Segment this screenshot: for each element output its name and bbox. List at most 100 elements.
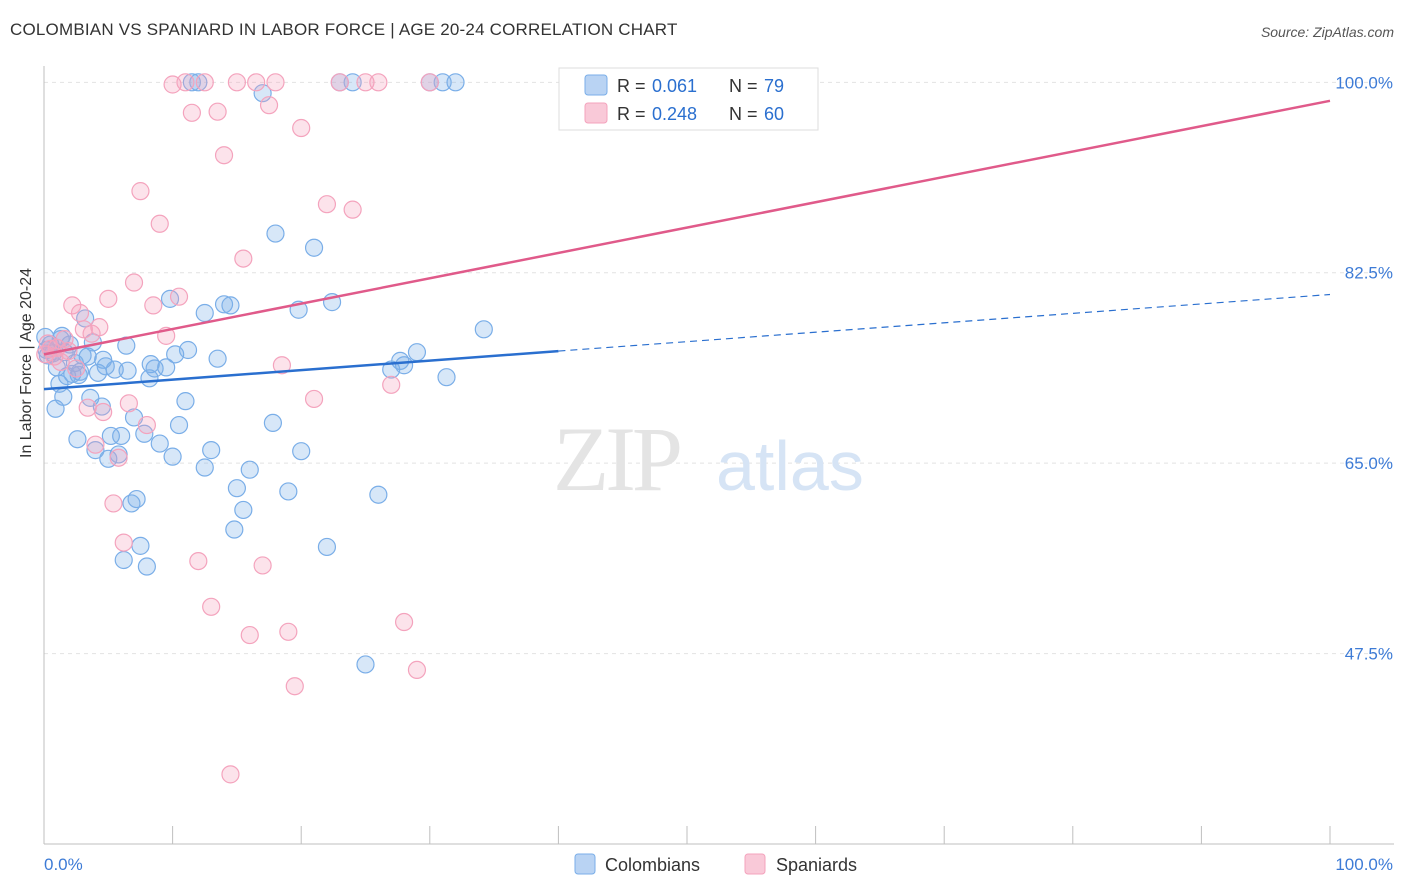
colombians-trend-line	[43, 349, 559, 391]
data-point	[169, 415, 189, 435]
colombians-n-label: N =	[729, 76, 758, 96]
stats-legend: R = 0.061 N = 79 R = 0.248 N = 60	[558, 67, 819, 131]
legend-spaniards-label: Spaniards	[776, 855, 857, 875]
spaniards-n-label: N =	[729, 104, 758, 124]
data-point	[202, 597, 221, 616]
data-point	[317, 195, 337, 214]
data-point	[263, 413, 283, 433]
data-point	[285, 677, 304, 696]
y-tick-label: 100.0%	[1335, 73, 1393, 92]
legend-colombians-label: Colombians	[605, 855, 700, 875]
y-tick-label: 65.0%	[1345, 454, 1393, 473]
data-point	[369, 73, 388, 92]
data-point	[94, 402, 113, 422]
colombians-n-value: 79	[764, 76, 784, 96]
data-point	[433, 73, 452, 92]
data-point	[195, 303, 214, 323]
colombians-r-value: 0.061	[652, 76, 697, 96]
spaniards-r-value: 0.248	[652, 104, 697, 124]
y-tick-label: 82.5%	[1345, 264, 1393, 283]
data-point	[382, 375, 401, 394]
series-spaniards	[36, 73, 671, 784]
data-point	[253, 556, 272, 575]
data-point	[214, 295, 234, 314]
data-point	[90, 318, 109, 337]
data-point	[140, 369, 159, 388]
data-point	[86, 441, 105, 460]
data-point	[221, 765, 240, 784]
colombians-r-label: R =	[617, 76, 646, 96]
data-point	[157, 358, 176, 377]
data-point	[169, 287, 189, 306]
data-point	[124, 273, 144, 292]
data-point	[67, 359, 86, 378]
y-tick-label: 47.5%	[1345, 645, 1393, 664]
data-point	[70, 303, 90, 323]
data-point	[195, 73, 214, 92]
watermark-zip: ZIP	[553, 408, 680, 510]
data-point	[240, 460, 259, 479]
data-point	[227, 73, 246, 92]
data-point	[407, 343, 427, 362]
data-point	[317, 537, 337, 557]
data-point	[163, 447, 182, 466]
data-point	[78, 398, 97, 417]
data-point	[127, 489, 146, 509]
x-tick-label: 100.0%	[1335, 855, 1393, 874]
data-point	[234, 249, 253, 268]
legend-colombians-swatch	[574, 853, 596, 875]
data-point	[55, 330, 74, 349]
data-point	[279, 482, 298, 501]
x-tick-label: 0.0%	[44, 855, 83, 874]
data-point	[114, 533, 133, 552]
data-point	[150, 434, 169, 453]
trend-lines	[43, 99, 1331, 391]
data-point	[78, 347, 97, 366]
chart-source: Source: ZipAtlas.com	[1260, 24, 1394, 40]
data-point	[304, 389, 324, 409]
data-point	[234, 500, 253, 520]
data-point	[101, 426, 120, 446]
data-point	[272, 356, 292, 375]
data-point	[394, 612, 414, 632]
data-point	[137, 557, 156, 576]
data-point	[182, 103, 201, 122]
data-point	[266, 73, 285, 92]
colombians-swatch	[584, 74, 608, 96]
data-point	[446, 73, 465, 92]
data-point	[112, 426, 131, 446]
data-point	[304, 238, 324, 257]
series-colombians	[36, 73, 493, 674]
data-point	[474, 320, 493, 339]
data-point	[343, 200, 362, 219]
watermark: ZIP atlas	[553, 408, 864, 510]
spaniards-swatch	[584, 102, 608, 124]
data-point	[119, 394, 138, 413]
watermark-atlas: atlas	[716, 427, 864, 505]
data-point	[118, 361, 137, 380]
spaniards-trend-line	[43, 99, 1331, 356]
data-point	[166, 345, 185, 364]
data-point	[369, 485, 388, 504]
data-point	[99, 289, 118, 308]
data-point	[202, 441, 221, 460]
chart-title: COLOMBIAN VS SPANIARD IN LABOR FORCE | A…	[10, 20, 678, 39]
data-point	[114, 550, 133, 570]
series-legend: Colombians Spaniards	[574, 853, 857, 875]
data-point	[240, 625, 259, 645]
data-point	[292, 442, 311, 461]
data-point	[343, 73, 362, 92]
legend-spaniards-swatch	[744, 853, 766, 875]
data-point	[214, 146, 234, 165]
data-point	[94, 350, 113, 369]
data-point	[68, 430, 87, 449]
data-point	[208, 102, 227, 121]
data-point	[208, 349, 227, 368]
spaniards-n-value: 60	[764, 104, 784, 124]
data-point	[131, 536, 150, 555]
data-point	[356, 655, 375, 674]
data-point	[247, 73, 266, 92]
ticks: 47.5% 65.0% 82.5% 100.0% 0.0% 100.0%	[43, 73, 1393, 874]
data-point	[109, 448, 128, 467]
